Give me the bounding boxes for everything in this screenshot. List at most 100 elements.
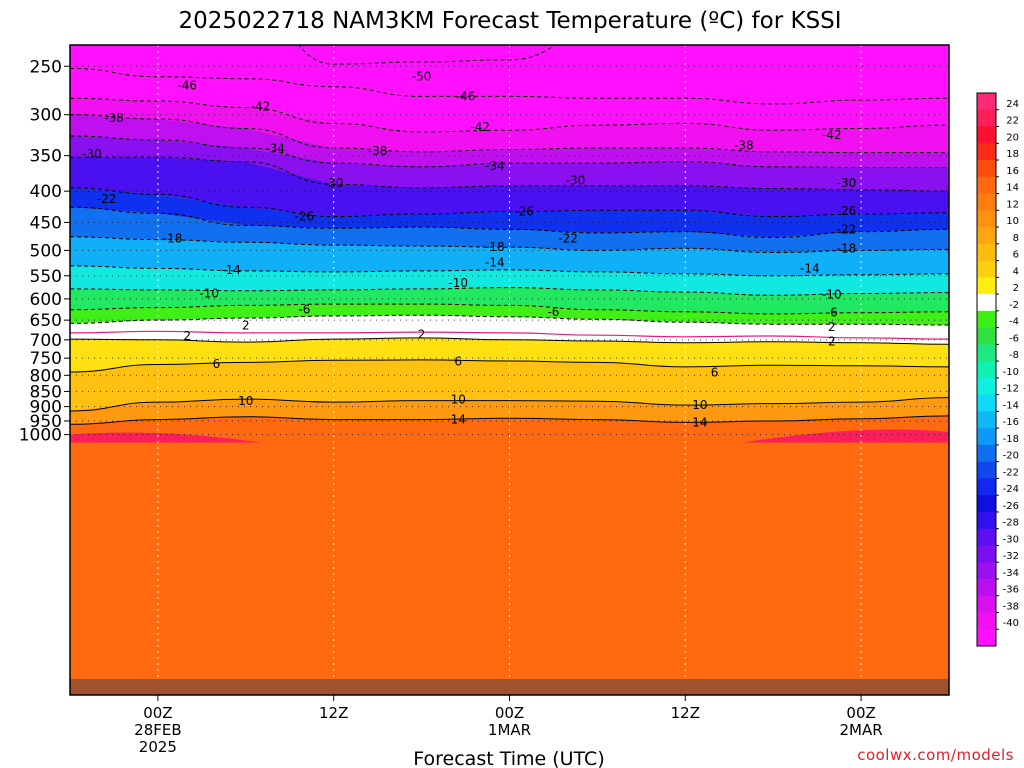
- isotherm-line: [70, 156, 949, 192]
- colorbar-swatch: [977, 411, 996, 429]
- colorbar-label: -4: [1009, 317, 1019, 328]
- colorbar-label: -34: [1003, 568, 1019, 579]
- ground-bar: [70, 679, 949, 695]
- colorbar-swatch: [977, 93, 996, 111]
- temperature-band: [70, 98, 949, 153]
- contour-label: -10: [822, 287, 842, 301]
- temperature-band: [70, 359, 949, 411]
- colorbar-swatch: [977, 377, 996, 396]
- temperature-band: [70, 114, 949, 168]
- contour-label: 6: [213, 357, 221, 371]
- colorbar-label: 22: [1006, 116, 1019, 127]
- temperature-band: [70, 45, 949, 65]
- y-tick-label: 400: [30, 182, 62, 202]
- temperature-band: [70, 304, 949, 325]
- colorbar-label: 14: [1006, 183, 1019, 194]
- colorbar-swatch: [977, 277, 996, 295]
- contour-label: -30: [566, 173, 586, 187]
- temperature-band: [70, 187, 949, 238]
- colorbar-swatch: [977, 578, 996, 597]
- contour-label: -38: [734, 139, 754, 153]
- x-tick-label: 12Z: [319, 704, 348, 722]
- contour-label: -42: [251, 100, 271, 114]
- colorbar-swatch: [977, 545, 996, 563]
- colorbar-swatch: [977, 327, 996, 345]
- colorbar-label: -12: [1003, 384, 1019, 395]
- contour-label: -18: [485, 240, 505, 254]
- y-tick-label: 750: [30, 349, 62, 369]
- y-tick-label: 650: [30, 311, 62, 331]
- colorbar-swatch: [977, 495, 996, 513]
- colorbar-label: -14: [1003, 400, 1019, 411]
- colorbar-swatch: [977, 227, 996, 245]
- contour-label: -18: [163, 231, 183, 245]
- colorbar-label: -28: [1003, 518, 1019, 529]
- colorbar-swatch: [977, 444, 996, 463]
- contour-label: -30: [324, 176, 344, 190]
- x-tick-label: 2MAR: [840, 721, 883, 739]
- isotherm-layer: [70, 45, 949, 425]
- colorbar-frame: [976, 92, 997, 647]
- contour-label: -10: [448, 276, 468, 290]
- colorbar-label: -26: [1003, 501, 1019, 512]
- y-tick-label: 550: [30, 267, 62, 287]
- colorbar-label: -24: [1003, 484, 1019, 495]
- contour-label: -38: [368, 144, 388, 158]
- contour-label: -18: [837, 241, 857, 255]
- contour-label: -6: [547, 305, 559, 319]
- x-tick-label: 00Z: [495, 704, 524, 722]
- colorbar-swatch: [977, 143, 996, 161]
- x-tick-label: 28FEB: [134, 721, 181, 739]
- colorbar-swatch: [977, 126, 996, 144]
- isotherm-line: [70, 397, 949, 412]
- isotherm-line: [298, 45, 557, 65]
- colorbar-label: 12: [1006, 199, 1019, 210]
- contour-label: -46: [177, 79, 197, 93]
- colorbar-swatch: [977, 629, 996, 647]
- y-tick-label: 350: [30, 147, 62, 167]
- y-tick-label: 500: [30, 241, 62, 261]
- colorbar-label: -40: [1003, 618, 1019, 629]
- temperature-band: [743, 429, 949, 443]
- x-tick-label: 12Z: [671, 704, 700, 722]
- contour-label: -46: [456, 89, 476, 103]
- credit-text: coolwx.com/models: [857, 746, 1014, 764]
- contour-label: -22: [558, 231, 578, 245]
- contour-label: -10: [199, 287, 219, 301]
- contour-label: 14: [692, 415, 707, 429]
- isotherm-line: [70, 206, 949, 238]
- colorbar-swatch: [977, 160, 996, 178]
- contour-label: 2: [828, 334, 836, 348]
- contour-label: 6: [454, 355, 462, 369]
- isotherm-line: [70, 67, 949, 105]
- plot-area: [70, 45, 949, 695]
- temperature-band: [70, 432, 261, 443]
- contour-label: 2: [418, 327, 426, 341]
- colorbar-label: -30: [1003, 534, 1019, 545]
- colorbar-label: 6: [1013, 250, 1019, 261]
- contour-label: -34: [485, 159, 505, 173]
- y-tick-label: 850: [30, 382, 62, 402]
- colorbar-swatch: [977, 260, 996, 278]
- contour-label: -30: [82, 147, 102, 161]
- contour-labels: -50 -46 -46 -42 -42 -42 -38 -38 -38 -34 -34 -30 -30 -…: [82, 70, 856, 430]
- colorbar-swatch: [977, 210, 996, 228]
- isotherm-line: [70, 135, 949, 169]
- colorbar-label: -8: [1009, 350, 1019, 361]
- contour-label: 10: [451, 393, 466, 407]
- isotherm-line: [70, 330, 949, 340]
- temperature-band: [70, 45, 949, 104]
- colorbar-label: -10: [1003, 367, 1019, 378]
- y-tick-label: 600: [30, 290, 62, 310]
- temperature-band: [70, 331, 949, 345]
- colorbar-label: -36: [1003, 585, 1019, 596]
- colorbar-swatch: [977, 193, 996, 211]
- contour-label: -6: [826, 306, 838, 320]
- colorbar-label: 4: [1013, 266, 1019, 277]
- colorbar-label: -16: [1003, 417, 1019, 428]
- temperature-band: [70, 157, 949, 217]
- isotherm-line: [70, 359, 949, 373]
- colorbar-swatch: [977, 562, 996, 580]
